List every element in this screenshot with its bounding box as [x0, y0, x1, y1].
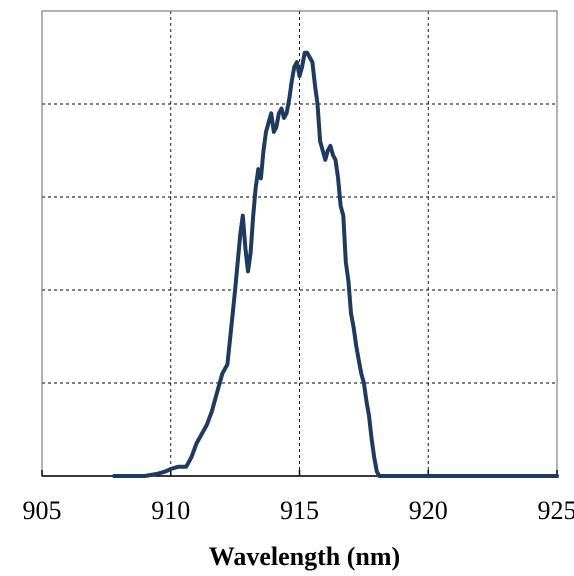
- x-axis-title: Wavelength (nm): [209, 542, 400, 571]
- x-tick-labels: 905 910 915 920 925: [23, 496, 574, 525]
- x-tick-label: 905: [23, 496, 62, 525]
- grid: [42, 11, 557, 476]
- x-tick-label: 915: [280, 496, 319, 525]
- x-tick-label: 920: [409, 496, 448, 525]
- spectrum-line-series: [112, 50, 559, 478]
- x-tick-label: 910: [151, 496, 190, 525]
- x-tick-label: 925: [538, 496, 574, 525]
- series-layer: [112, 50, 559, 478]
